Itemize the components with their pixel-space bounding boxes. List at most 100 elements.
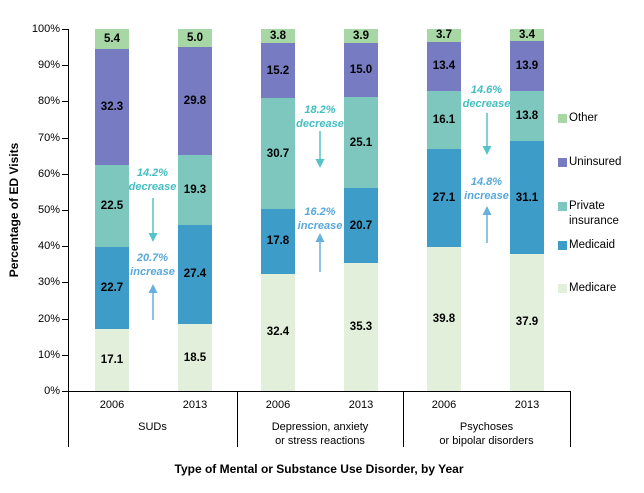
legend-swatch <box>558 157 567 167</box>
segment-value-label: 3.8 <box>270 30 286 43</box>
bar-segment <box>427 148 461 247</box>
annotation-text-line: 14.6% <box>470 84 503 96</box>
annotation-text-line: decrease <box>296 118 344 130</box>
bar-segment <box>344 97 378 189</box>
y-tick-mark <box>62 137 68 139</box>
bar-segment <box>178 154 212 225</box>
bar-segment <box>261 43 295 99</box>
bar-segment <box>261 209 295 274</box>
segment-value-label: 31.1 <box>515 191 539 204</box>
segment-value-label: 32.4 <box>266 326 290 339</box>
legend-label: Medicare <box>569 281 644 296</box>
arrow-down-icon <box>482 113 491 155</box>
group-label: SUDs <box>68 420 237 434</box>
y-tick-label: 10% <box>37 348 60 361</box>
segment-value-label: 18.5 <box>183 351 207 364</box>
y-tick-mark <box>62 282 68 284</box>
segment-value-label: 27.1 <box>432 191 456 204</box>
group-label-line: Depression, anxiety <box>271 421 369 433</box>
bar-segment <box>178 47 212 155</box>
legend-label: Medicaid <box>569 238 644 253</box>
y-tick-mark <box>62 65 68 67</box>
annotation-text: 14.2% decrease <box>108 166 198 194</box>
bar-segment <box>427 28 461 43</box>
segment-value-label: 13.8 <box>515 110 539 123</box>
bar-segment <box>95 165 129 247</box>
bar-segment <box>344 29 378 44</box>
x-axis-line <box>68 391 570 392</box>
bar-segment <box>510 91 544 142</box>
legend-swatch <box>558 283 567 293</box>
y-tick-label: 50% <box>37 204 60 216</box>
y-tick-mark <box>62 173 68 175</box>
bar-segment <box>344 43 378 98</box>
annotation-text: 20.7% increase <box>108 251 198 279</box>
segment-value-label: 3.7 <box>436 29 452 42</box>
arrow-down-icon <box>148 198 157 242</box>
bar-segment <box>261 29 295 44</box>
bar-segment <box>95 329 129 391</box>
y-tick-mark <box>62 354 68 356</box>
y-axis-line <box>68 29 69 391</box>
legend-label: Other <box>569 111 644 126</box>
annotation-text: 14.6% decrease <box>442 83 532 111</box>
segment-value-label: 20.7 <box>349 219 373 232</box>
annotation-text: 14.8% increase <box>442 175 532 203</box>
bar-segment <box>178 29 212 48</box>
annotation-text-line: 14.8% <box>470 176 503 188</box>
segment-value-label: 16.1 <box>432 113 456 126</box>
annotation-text-line: decrease <box>128 181 177 193</box>
arrow-up-icon <box>315 233 325 272</box>
y-tick-label: 40% <box>37 240 60 253</box>
y-tick-mark <box>62 29 68 30</box>
category-divider <box>237 391 238 447</box>
year-label: 2006 <box>265 399 291 411</box>
group-label-line: Psychoses <box>459 421 514 433</box>
legend-swatch <box>558 240 567 250</box>
bar-segment <box>427 42 461 91</box>
annotation-text: 18.2% decrease <box>275 103 365 131</box>
year-label: 2013 <box>182 399 208 411</box>
group-label-line: or bipolar disorders <box>439 435 534 447</box>
group-label: Depression, anxiety or stress reactions <box>237 420 403 448</box>
segment-value-label: 30.7 <box>266 147 290 160</box>
legend-label-line: Medicare <box>569 281 617 294</box>
bar-segment <box>510 28 544 41</box>
segment-value-label: 19.3 <box>183 183 207 196</box>
bar-segment <box>510 141 544 254</box>
segment-value-label: 3.4 <box>519 28 535 41</box>
segment-value-label: 32.3 <box>100 101 124 113</box>
annotation-text-line: increase <box>464 190 509 202</box>
annotation-text-line: 20.7% <box>136 252 169 264</box>
segment-value-label: 15.2 <box>266 64 290 77</box>
year-label: 2006 <box>99 399 125 411</box>
bar-segment <box>510 40 544 92</box>
segment-value-label: 5.4 <box>104 32 120 45</box>
segment-value-label: 17.1 <box>100 354 124 367</box>
y-tick-mark <box>62 101 68 103</box>
y-tick-label: 30% <box>37 276 60 289</box>
bar-segment <box>344 263 378 391</box>
bar-segment <box>510 253 544 391</box>
y-tick-label: 20% <box>37 312 60 325</box>
bar-segment <box>427 90 461 149</box>
legend-label-line: Other <box>569 111 598 124</box>
legend-label: Private insurance <box>569 199 644 229</box>
bar-segment <box>178 324 212 391</box>
segment-value-label: 3.9 <box>353 30 369 43</box>
segment-value-label: 25.1 <box>349 136 373 149</box>
bar-segment <box>261 98 295 210</box>
legend-label-line: Medicaid <box>569 238 616 251</box>
category-divider <box>68 391 69 447</box>
y-tick-label: 60% <box>37 167 60 180</box>
group-label-line: or stress reactions <box>275 435 365 447</box>
y-tick-label: 100% <box>31 23 60 35</box>
segment-value-label: 5.0 <box>187 32 203 45</box>
annotation-text-line: increase <box>130 266 175 278</box>
bar-segment <box>178 224 212 325</box>
legend-label-line: Uninsured <box>569 155 622 168</box>
segment-value-label: 37.9 <box>515 316 539 329</box>
